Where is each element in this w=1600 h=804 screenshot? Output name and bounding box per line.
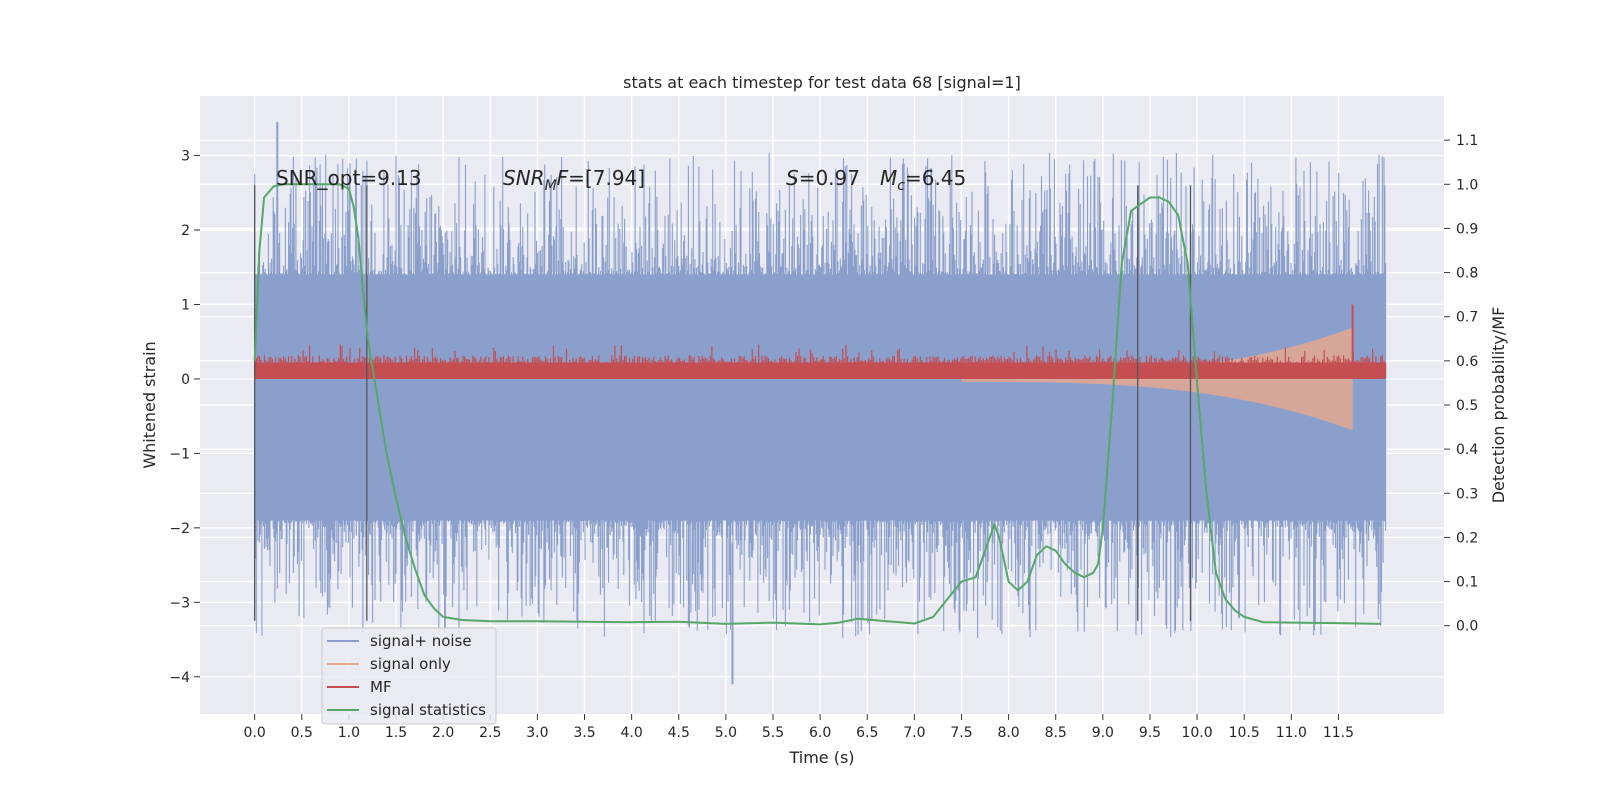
annotation-s: S=0.97 — [786, 166, 860, 190]
signal-only-series — [961, 327, 1353, 435]
legend-label-signal-statistics: signal statistics — [370, 701, 486, 719]
y-tick-label: −3 — [169, 595, 190, 611]
legend-frame — [321, 627, 497, 725]
x-tick-label: 0.0 — [244, 725, 266, 741]
signal-statistics-series — [253, 183, 1381, 626]
y2-tick-label: 0.5 — [1456, 398, 1478, 414]
x-tick-label: 0.5 — [291, 725, 313, 741]
y2-tick-label: 0.7 — [1456, 310, 1478, 326]
x-tick-label: 4.5 — [668, 725, 690, 741]
x-tick-label: 4.0 — [620, 725, 642, 741]
x-tick-label: 11.5 — [1323, 725, 1354, 741]
legend: signal+ noise signal only MF signal stat… — [321, 627, 497, 725]
legend-label-signal-only: signal only — [370, 655, 451, 673]
x-tick-label: 2.5 — [479, 725, 501, 741]
y-tick-label: −4 — [169, 670, 190, 686]
y2-tick-label: 1.0 — [1456, 177, 1478, 193]
y-tick-label: 2 — [181, 223, 190, 239]
x-tick-label: 3.0 — [526, 725, 548, 741]
y2-tick-label: 0.9 — [1456, 221, 1478, 237]
vertical-lines-layer — [254, 185, 1192, 621]
legend-label-signal-noise: signal+ noise — [370, 632, 472, 650]
annotation-snr-mf: SNRMF=[7.94] — [503, 166, 645, 194]
x-tick-label: 8.0 — [997, 725, 1019, 741]
y2-tick-label: 0.2 — [1456, 530, 1478, 546]
y-tick-label: −2 — [169, 521, 190, 537]
noise-layer — [254, 122, 1387, 685]
x-tick-label: 1.0 — [338, 725, 360, 741]
y-tick-label: 0 — [181, 372, 190, 388]
x-tick-label: 11.0 — [1276, 725, 1307, 741]
y2-tick-label: 0.6 — [1456, 354, 1478, 370]
y-tick-label: 3 — [181, 149, 190, 165]
y2-tick-label: 0.0 — [1456, 619, 1478, 635]
y2-tick-label: 0.8 — [1456, 266, 1478, 282]
x-tick-label: 6.0 — [809, 725, 831, 741]
y2-tick-label: 1.1 — [1456, 133, 1478, 149]
x-tick-label: 3.5 — [573, 725, 595, 741]
x-tick-label: 9.5 — [1139, 725, 1161, 741]
x-tick-label: 8.5 — [1045, 725, 1067, 741]
x-tick-label: 5.5 — [762, 725, 784, 741]
x-tick-label: 5.0 — [715, 725, 737, 741]
x-tick-label: 7.5 — [950, 725, 972, 741]
y2-axis-label: Detection probability/MF — [1489, 307, 1508, 504]
y2-tick-label: 0.4 — [1456, 442, 1478, 458]
x-axis-label: Time (s) — [788, 748, 854, 767]
chart-title: stats at each timestep for test data 68 … — [623, 73, 1021, 92]
x-tick-label: 10.0 — [1181, 725, 1212, 741]
x-tick-label: 9.0 — [1092, 725, 1114, 741]
x-tick-label: 7.0 — [903, 725, 925, 741]
x-tick-label: 2.0 — [432, 725, 454, 741]
x-tick-label: 10.5 — [1229, 725, 1260, 741]
y-tick-label: 1 — [181, 297, 190, 313]
annotation-mc: Mc=6.45 — [880, 166, 966, 194]
signal-statistics-layer — [253, 183, 1381, 626]
y-tick-label: −1 — [169, 446, 190, 462]
legend-label-mf: MF — [370, 678, 392, 696]
mf-layer — [254, 304, 1387, 379]
y2-tick-label: 0.3 — [1456, 486, 1478, 502]
axis-layer: 0.0 0.5 1.0 1.5 2.0 2.5 3.0 3.5 4.0 4.5 5.0 5.5 6.0 6… — [169, 133, 1478, 741]
x-tick-label: 1.5 — [385, 725, 407, 741]
signal-only-layer — [961, 327, 1353, 435]
y2-tick-label: 0.1 — [1456, 575, 1478, 591]
y-axis-label: Whitened strain — [140, 341, 159, 468]
x-tick-label: 6.5 — [856, 725, 878, 741]
annotation-snr-opt: SNR_opt=9.13 — [276, 166, 422, 190]
